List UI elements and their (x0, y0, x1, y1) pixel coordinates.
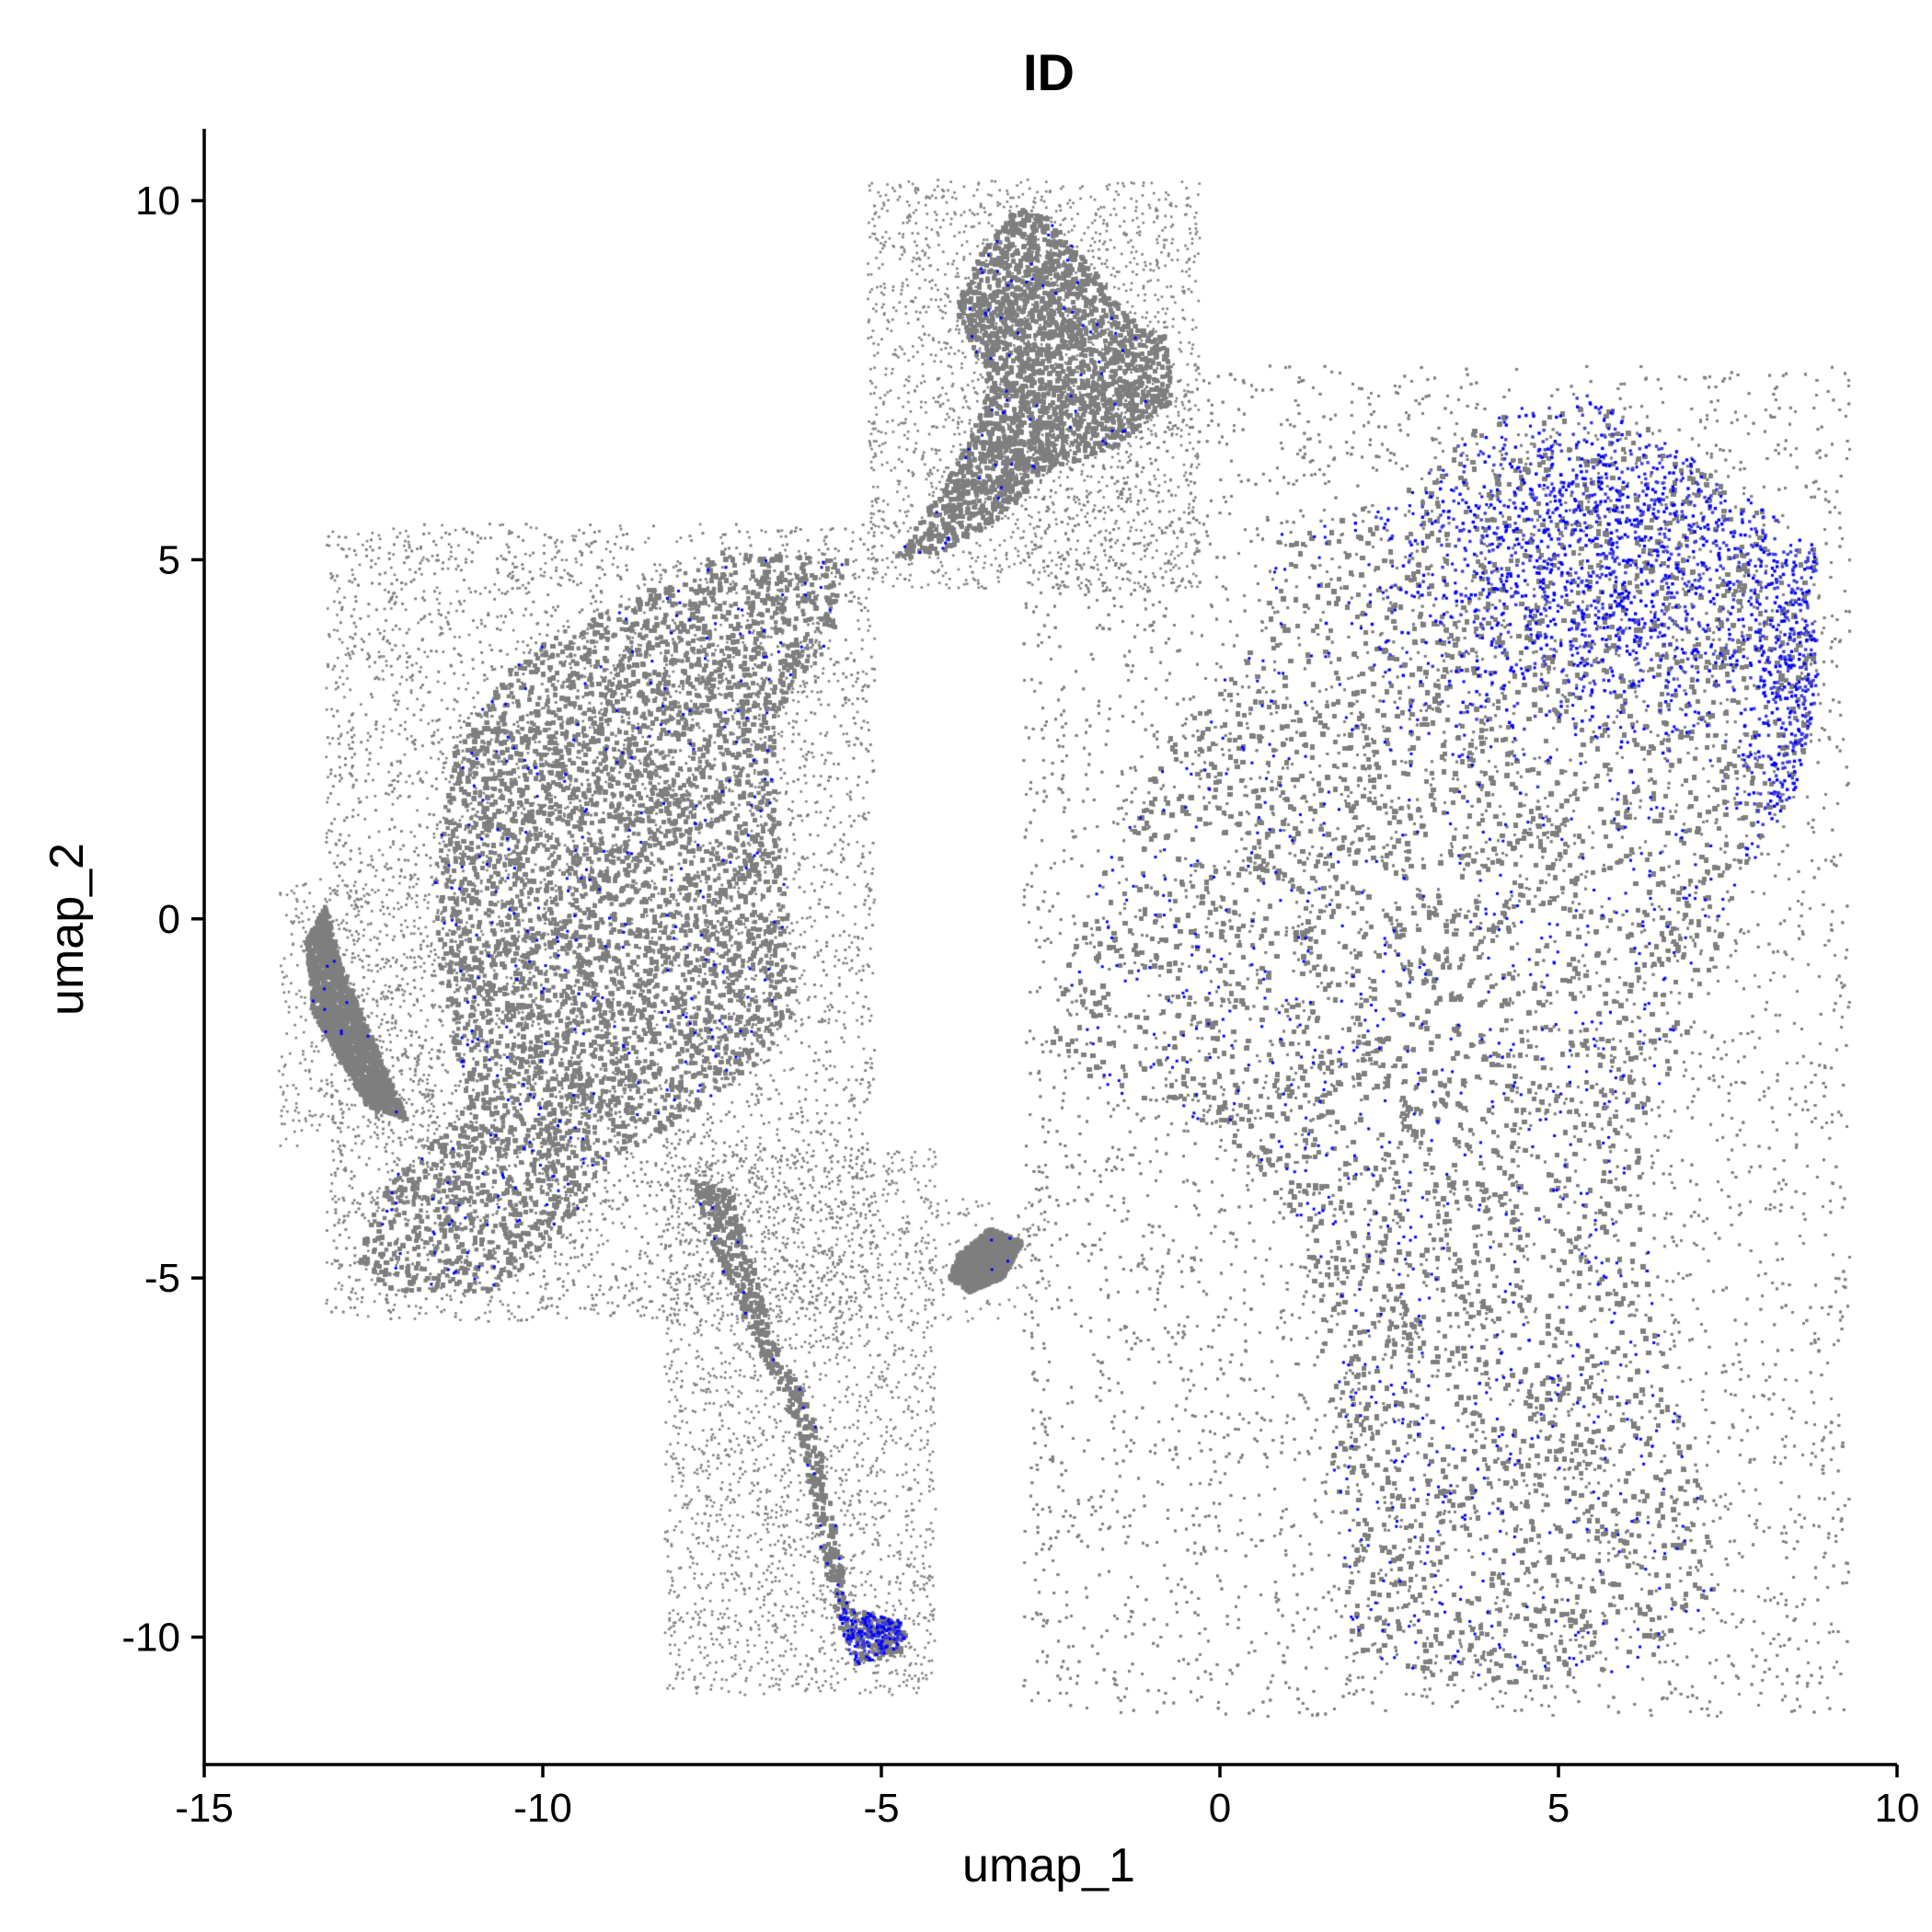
x-tick-label: -5 (863, 1786, 899, 1831)
y-tick-label: -5 (144, 1256, 180, 1301)
x-tick-label: 5 (1547, 1786, 1570, 1831)
chart-title: ID (1023, 43, 1075, 101)
plot-area (204, 129, 1897, 1766)
x-axis-ticks: -15 -10 -5 0 5 10 (175, 1765, 1919, 1831)
x-axis-title: umap_1 (962, 1839, 1135, 1892)
y-tick-label: 0 (158, 897, 180, 942)
scatter-points (204, 129, 1897, 1766)
x-tick-label: 0 (1209, 1786, 1231, 1831)
x-tick-label: -15 (175, 1786, 234, 1831)
scatter-points-layer (204, 129, 1897, 1766)
x-tick-label: -10 (513, 1786, 572, 1831)
y-tick-label: -10 (121, 1615, 180, 1660)
x-tick-label: 10 (1875, 1786, 1920, 1831)
y-axis-title: umap_2 (40, 843, 94, 1016)
y-tick-label: 5 (158, 537, 180, 582)
y-axis-ticks: -10 -5 0 5 10 (121, 178, 204, 1660)
y-tick-label: 10 (135, 178, 180, 224)
